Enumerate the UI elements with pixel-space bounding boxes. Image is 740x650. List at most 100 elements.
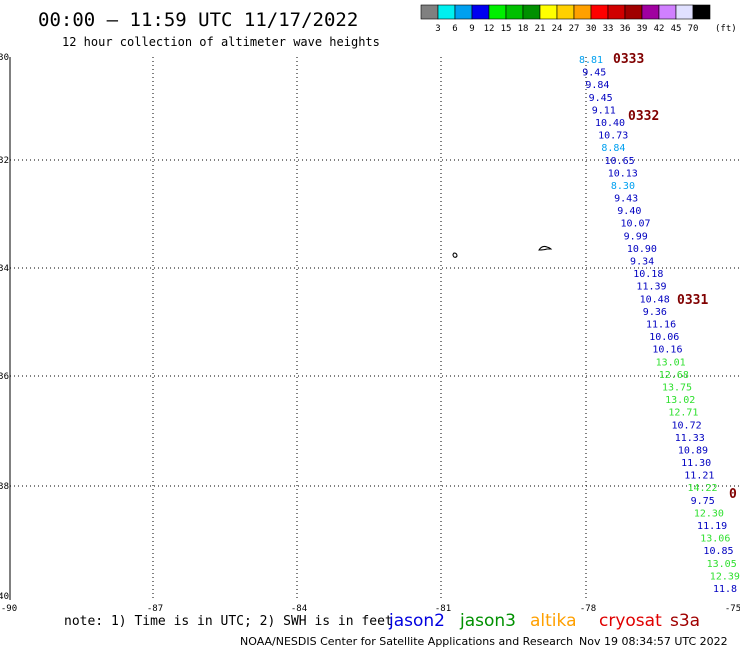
footer-timestamp: Nov 19 08:34:57 UTC 2022 (579, 635, 728, 648)
wave-height-label: 13.05 (707, 559, 737, 570)
satellite-legend-s3a: s3a (670, 611, 700, 631)
wave-height-label: 11.30 (681, 458, 711, 469)
wave-height-label: 12.39 (710, 571, 740, 582)
x-tick-label: -87 (147, 604, 163, 614)
scale-swatch (471, 4, 490, 20)
wave-height-label: 10.89 (678, 445, 708, 456)
track-time-label: 0331 (677, 293, 708, 308)
wave-height-label: 8.81 (579, 55, 603, 66)
y-tick-label: -30 (0, 53, 9, 63)
scale-swatch (692, 4, 711, 20)
map-title: 00:00 – 11:59 UTC 11/17/2022 (38, 9, 358, 31)
scale-swatch (675, 4, 694, 20)
wave-height-label: 13.01 (656, 357, 686, 368)
satellite-legend-jason3: jason3 (459, 611, 516, 631)
satellite-legend-jason2: jason2 (388, 611, 445, 631)
wave-height-label: 10.16 (652, 345, 682, 356)
wave-height-label: 14.22 (687, 483, 717, 494)
legend-note: note: 1) Time is in UTC; 2) SWH is in fe… (64, 614, 393, 629)
scale-label: 15 (501, 24, 512, 34)
scale-label: 21 (535, 24, 546, 34)
wave-height-label: 9.99 (624, 231, 648, 242)
wave-height-label: 9.36 (643, 307, 667, 318)
wave-height-label: 10.06 (649, 332, 679, 343)
scale-label: 18 (518, 24, 529, 34)
scale-swatch (437, 4, 456, 20)
y-tick-label: -34 (0, 264, 9, 274)
wave-height-label: 11.19 (697, 521, 727, 532)
y-tick-label: -40 (0, 592, 9, 602)
scale-label: 24 (552, 24, 563, 34)
wave-height-label: 10.40 (595, 118, 625, 129)
scale-swatch (420, 4, 439, 20)
track-time-label: 0 (729, 487, 737, 502)
scale-label: 27 (569, 24, 580, 34)
wave-height-label: 10.85 (703, 546, 733, 557)
wave-height-label: 9.75 (691, 496, 715, 507)
wave-height-label: 10.07 (620, 219, 650, 230)
scale-swatch (624, 4, 643, 20)
wave-height-label: 11.8 (713, 584, 737, 595)
scale-swatch (658, 4, 677, 20)
wave-height-label: 9.43 (614, 194, 638, 205)
satellite-track: 8.819.459.849.459.1110.4010.738.8410.651… (579, 55, 740, 595)
scale-label: 12 (484, 24, 495, 34)
wave-height-label: 9.40 (617, 206, 641, 217)
wave-height-label: 10.13 (608, 168, 638, 179)
wave-height-label: 11.21 (684, 471, 714, 482)
wave-height-label: 12.71 (668, 408, 698, 419)
scale-label: 33 (603, 24, 614, 34)
wave-height-label: 12.68 (659, 370, 689, 381)
scale-label: 39 (637, 24, 648, 34)
satellite-legend-cryosat: cryosat (599, 611, 662, 631)
scale-label: 9 (469, 24, 474, 34)
wave-height-label: 9.34 (630, 257, 654, 268)
x-tick-label: -84 (291, 604, 307, 614)
x-tick-label: -81 (435, 604, 451, 614)
wave-height-label: 12.30 (694, 508, 724, 519)
scale-label: 45 (671, 24, 682, 34)
satellite-legend-altika: altika (530, 611, 577, 631)
wave-height-label: 10.18 (633, 269, 663, 280)
wave-height-label: 10.73 (598, 131, 628, 142)
color-scale: 3 6 9 12 15 18 21 24 27 30 33 36 39 42 45 70 (ft) (420, 4, 737, 34)
scale-swatch (505, 4, 524, 20)
wave-height-label: 13.75 (662, 382, 692, 393)
grid-lines (10, 57, 740, 600)
wave-height-label: 11.39 (636, 282, 666, 293)
map-subtitle: 12 hour collection of altimeter wave hei… (62, 35, 380, 49)
wave-height-label: 10.72 (672, 420, 702, 431)
axis-ticks: -30 -32 -34 -36 -38 -40 -90 -87 -84 -81 -78 -75 (0, 53, 740, 614)
island-outline-west (452, 252, 458, 258)
wave-height-label: 13.06 (700, 534, 730, 545)
satellite-legend: jason2 jason3 altika cryosat s3a (388, 611, 700, 631)
scale-swatch (641, 4, 660, 20)
x-tick-label: -90 (1, 604, 17, 614)
scale-swatch (590, 4, 609, 20)
x-tick-label: -78 (580, 604, 596, 614)
scale-label: 42 (654, 24, 665, 34)
wave-height-label: 11.33 (675, 433, 705, 444)
track-time-label: 0332 (628, 109, 659, 124)
scale-label: 6 (452, 24, 457, 34)
wave-height-label: 9.45 (589, 93, 613, 104)
wave-height-label: 8.30 (611, 181, 635, 192)
scale-swatch (573, 4, 592, 20)
wave-height-label: 11.16 (646, 320, 676, 331)
scale-label: 30 (586, 24, 597, 34)
scale-swatch (522, 4, 541, 20)
y-tick-label: -38 (0, 482, 9, 492)
wave-height-label: 13.02 (665, 395, 695, 406)
scale-label: 3 (435, 24, 440, 34)
wave-height-label: 9.45 (582, 68, 606, 79)
wave-height-label: 9.84 (585, 80, 609, 91)
scale-label: 70 (688, 24, 699, 34)
wave-height-label: 10.48 (640, 294, 670, 305)
wave-height-label: 8.84 (601, 143, 625, 154)
wave-height-label: 9.11 (592, 105, 616, 116)
y-tick-label: -36 (0, 372, 9, 382)
track-time-label: 0333 (613, 52, 644, 67)
scale-swatch (556, 4, 575, 20)
scale-swatch (488, 4, 507, 20)
